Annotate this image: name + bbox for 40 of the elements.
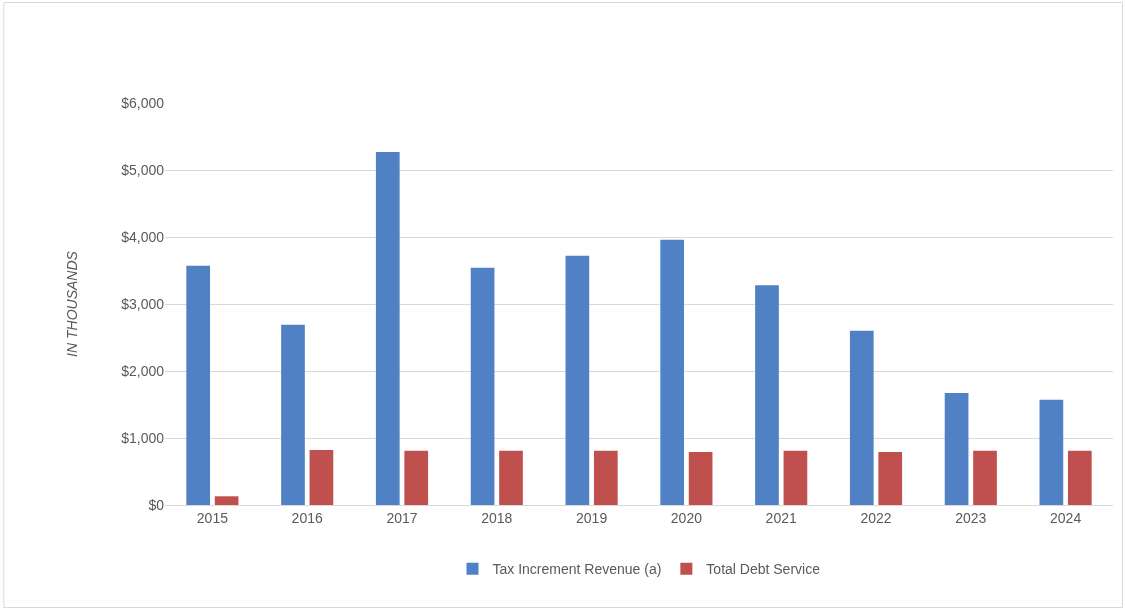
bar xyxy=(309,450,334,505)
x-tick-label: 2024 xyxy=(1050,509,1082,526)
x-tick-label: 2018 xyxy=(481,509,513,526)
y-tick-label: $2,000 xyxy=(121,362,165,379)
y-tick-label: $0 xyxy=(148,496,165,513)
bar xyxy=(565,255,590,505)
y-tick-label: $6,000 xyxy=(121,94,165,111)
bar xyxy=(375,151,400,505)
bar xyxy=(878,452,903,505)
bar xyxy=(1039,399,1064,505)
x-tick-label: 2016 xyxy=(291,509,323,526)
y-tick-label: $4,000 xyxy=(121,228,165,245)
x-tick-label: 2020 xyxy=(670,509,703,526)
y-tick-label: $1,000 xyxy=(121,429,165,446)
bar xyxy=(660,239,685,505)
bar xyxy=(755,285,779,505)
x-tick-label: 2019 xyxy=(576,509,608,526)
bar xyxy=(281,324,305,505)
bar xyxy=(849,330,874,505)
bar xyxy=(944,393,969,505)
bar xyxy=(404,450,429,505)
x-tick-label: 2021 xyxy=(765,509,797,526)
bar xyxy=(593,450,618,505)
x-tick-label: 2015 xyxy=(196,509,229,526)
x-tick-label: 2023 xyxy=(955,509,987,526)
y-axis-title: IN THOUSANDS xyxy=(63,250,80,357)
x-tick-label: 2022 xyxy=(860,509,892,526)
bar xyxy=(688,452,713,505)
bar xyxy=(214,496,239,505)
bar xyxy=(973,450,997,505)
x-tick-label: 2017 xyxy=(386,509,418,526)
legend-label: Total Debt Service xyxy=(706,561,821,578)
y-tick-label: $3,000 xyxy=(121,295,165,312)
bar xyxy=(1067,450,1092,505)
legend-label: Tax Increment Revenue (a) xyxy=(492,561,662,578)
y-tick-label: $5,000 xyxy=(121,161,165,178)
bar xyxy=(499,450,523,505)
bar xyxy=(783,450,808,505)
bar xyxy=(186,265,211,505)
bar xyxy=(470,267,495,505)
